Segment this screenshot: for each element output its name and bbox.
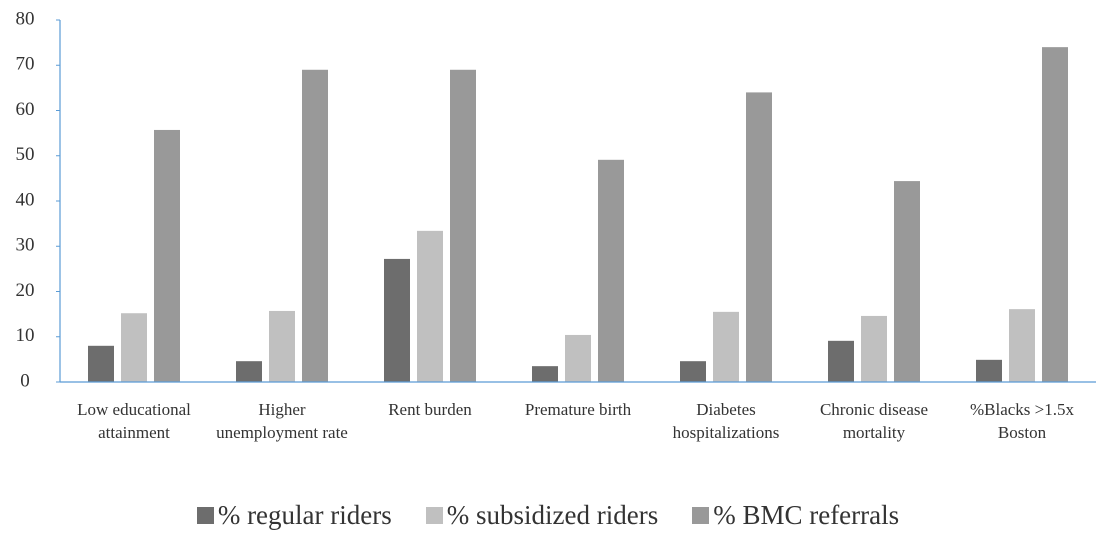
bar [417, 230, 443, 382]
legend-item: % subsidized riders [425, 500, 659, 531]
legend-item: % BMC referrals [692, 500, 899, 531]
y-tick-label: 0 [20, 370, 30, 391]
legend-swatch [425, 507, 443, 524]
legend-item: % regular riders [196, 500, 392, 531]
y-tick-label: 20 [16, 280, 35, 301]
y-tick-label: 10 [16, 325, 35, 346]
y-tick-label: 50 [16, 144, 35, 165]
bar [532, 366, 558, 382]
y-tick-label: 80 [16, 8, 35, 29]
bar [746, 92, 772, 383]
legend-label: % subsidized riders [446, 500, 659, 530]
bar [565, 334, 591, 382]
legend-swatch [692, 507, 710, 524]
bar [88, 345, 114, 382]
bar [713, 311, 739, 382]
bar [894, 181, 920, 382]
y-tick-label: 40 [16, 189, 35, 210]
bar [154, 129, 180, 382]
bar [384, 258, 410, 382]
legend-label: % BMC referrals [713, 500, 900, 530]
bar [976, 359, 1002, 382]
bar [861, 315, 887, 382]
legend-label: % regular riders [217, 500, 392, 530]
y-tick-label: 30 [16, 235, 35, 256]
bar [450, 69, 476, 383]
legend: % regular riders % subsidized riders % BMC… [0, 500, 1096, 531]
bar [828, 340, 854, 382]
bar [121, 313, 147, 382]
x-tick-label: %Blacks >1.5x Boston [969, 400, 1075, 442]
x-tick-label: Premature birth [524, 400, 632, 419]
bar [598, 159, 624, 382]
bar [269, 310, 295, 382]
y-tick-label: 60 [16, 99, 35, 120]
bar [1042, 47, 1068, 383]
bar [680, 361, 706, 382]
bar [302, 69, 328, 383]
x-tick-label: Chronic disease mortality [819, 400, 929, 442]
legend-swatch [196, 507, 214, 524]
x-tick-label: Rent burden [388, 400, 472, 419]
bar [1009, 309, 1035, 382]
x-tick-label: Diabetes hospitalizations [672, 400, 780, 442]
y-tick-label: 70 [16, 54, 35, 75]
bar [236, 361, 262, 382]
x-tick-label: Low educational attainment [77, 400, 191, 442]
x-tick-label: Higher unemployment rate [216, 400, 348, 442]
